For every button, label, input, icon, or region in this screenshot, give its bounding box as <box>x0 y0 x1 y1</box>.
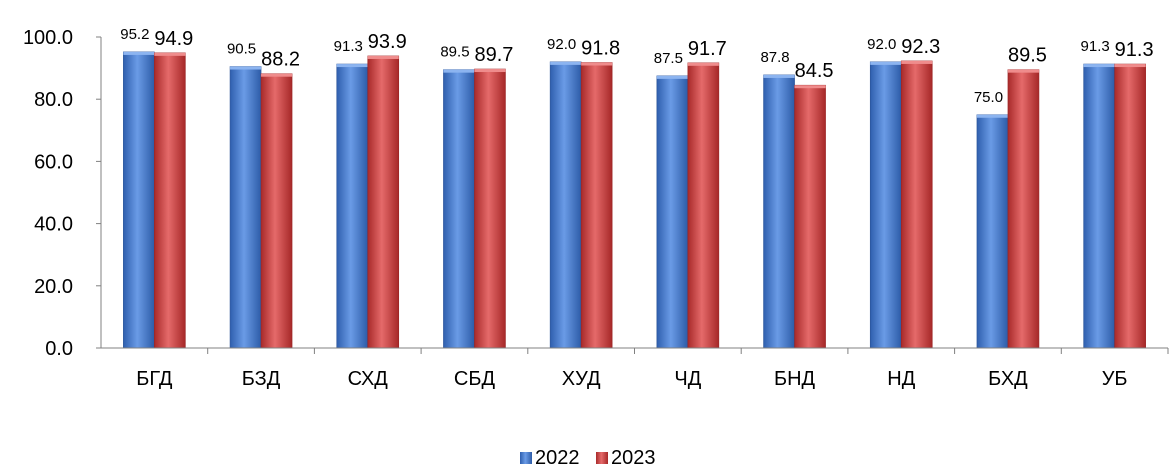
bar-cap <box>901 60 933 64</box>
bar-cap <box>550 61 582 65</box>
y-tick-label: 0.0 <box>45 338 73 360</box>
data-labels: 95.2 94.9 90.5 88.2 91.3 93.9 89.5 89.7 92.0 91.8… <box>120 26 1153 106</box>
data-label-2023: 88.2 <box>261 49 300 71</box>
bar-2022-4 <box>549 61 582 349</box>
x-axis: БГД БЗД СХД СБД ХУД ЧД БНД НД БХД УБ <box>101 347 1169 390</box>
bar-2023-7 <box>900 60 933 349</box>
x-tick-label: УБ <box>1102 368 1128 390</box>
bar-cap <box>336 64 368 68</box>
data-label-2022: 87.8 <box>760 49 789 66</box>
data-label-2023: 91.7 <box>688 38 727 60</box>
bar-2023-2 <box>367 55 400 349</box>
x-tick-label: БХД <box>988 368 1028 390</box>
x-tick-label: БГД <box>136 368 173 390</box>
y-axis: 0.0 20.0 40.0 60.0 80.0 100.0 <box>23 27 102 360</box>
legend-swatch-2023 <box>596 452 608 464</box>
bar-2023-0 <box>154 52 186 349</box>
bar-cap <box>123 51 155 55</box>
bar-2022-8 <box>976 114 1009 349</box>
bars <box>123 51 1146 349</box>
bar-cap <box>1007 69 1039 73</box>
data-label-2022: 89.5 <box>440 44 469 61</box>
legend-label-2023: 2023 <box>611 447 656 469</box>
x-tick-label: СБД <box>454 368 496 390</box>
y-tick-label: 20.0 <box>34 276 73 298</box>
bar-2022-9 <box>1083 63 1115 349</box>
bar-cap <box>154 52 186 56</box>
data-label-2023: 89.5 <box>1008 45 1047 67</box>
data-label-2023: 93.9 <box>368 31 407 53</box>
bar-cap <box>763 74 795 78</box>
data-label-2023: 91.8 <box>581 38 620 60</box>
bar-2023-5 <box>687 62 720 349</box>
x-tick-label: БНД <box>774 368 816 390</box>
bar-cap <box>656 75 688 79</box>
data-label-2023: 94.9 <box>154 28 193 50</box>
bar-2023-6 <box>794 84 826 349</box>
bar-2023-3 <box>474 68 506 349</box>
bar-cap <box>367 55 399 59</box>
data-label-2023: 91.3 <box>1115 39 1154 61</box>
bar-cap <box>474 69 506 73</box>
legend-swatch-2022 <box>520 452 532 464</box>
y-tick-label: 40.0 <box>34 214 73 236</box>
bar-cap <box>870 61 902 65</box>
data-label-2022: 92.0 <box>547 36 576 53</box>
bar-cap <box>976 114 1008 118</box>
bar-2023-1 <box>260 73 293 349</box>
bar-cap <box>581 62 613 66</box>
x-tick-label: ХУД <box>562 368 601 390</box>
data-label-2022: 91.3 <box>334 38 363 55</box>
bar-cap <box>687 62 719 66</box>
y-tick-label: 60.0 <box>34 151 73 173</box>
bar-2022-1 <box>229 66 262 349</box>
bar-2022-6 <box>763 74 795 349</box>
x-tick-label: НД <box>887 368 915 390</box>
bar-2023-9 <box>1114 63 1146 349</box>
bar-2022-0 <box>123 51 155 349</box>
bar-2023-4 <box>580 62 613 349</box>
data-label-2022: 92.0 <box>867 36 896 53</box>
x-tick-label: БЗД <box>242 368 281 390</box>
legend-label-2022: 2022 <box>535 447 580 469</box>
data-label-2023: 89.7 <box>474 44 513 66</box>
legend: 2022 2023 <box>520 447 656 469</box>
data-label-2023: 84.5 <box>795 60 834 82</box>
data-label-2022: 95.2 <box>120 26 149 43</box>
x-tick-label: СХД <box>348 368 389 390</box>
data-label-2022: 87.5 <box>654 50 683 67</box>
data-label-2022: 90.5 <box>227 41 256 58</box>
y-tick-label: 80.0 <box>34 89 73 111</box>
bar-2023-8 <box>1007 69 1040 349</box>
bar-2022-2 <box>336 63 369 349</box>
x-tick-label: ЧД <box>674 368 701 390</box>
bar-cap <box>1114 64 1146 68</box>
bar-cap <box>1083 64 1115 68</box>
y-tick-label: 100.0 <box>23 27 73 49</box>
data-label-2022: 75.0 <box>974 89 1003 106</box>
bar-2022-7 <box>869 61 902 349</box>
bar-2022-3 <box>443 69 475 349</box>
bar-cap <box>230 66 262 70</box>
bar-2022-5 <box>656 75 689 349</box>
bar-cap <box>443 69 475 73</box>
bar-cap <box>794 85 826 89</box>
data-label-2022: 91.3 <box>1081 38 1110 55</box>
data-label-2023: 92.3 <box>901 36 940 58</box>
bar-cap <box>261 73 293 77</box>
